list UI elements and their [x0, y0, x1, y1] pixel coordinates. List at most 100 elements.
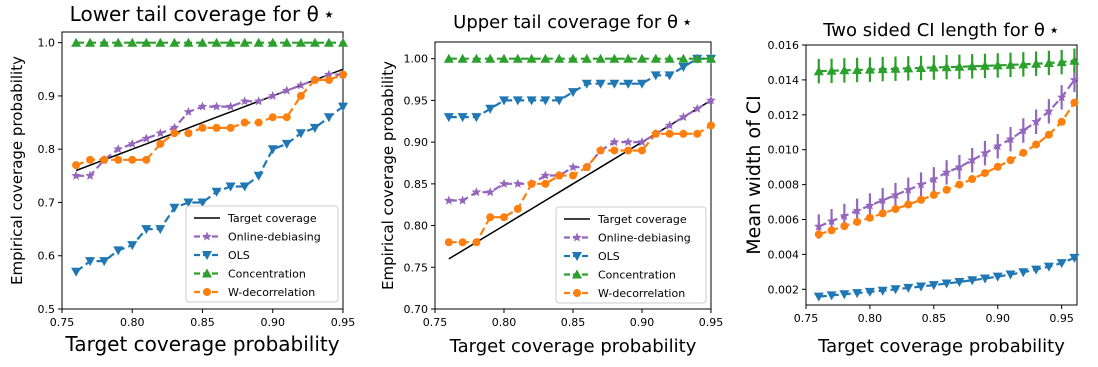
data-point [197, 198, 208, 208]
data-point [916, 282, 926, 292]
data-point [281, 139, 292, 149]
data-point [1032, 140, 1041, 149]
data-point [141, 37, 152, 47]
data-point [852, 65, 863, 74]
data-point [85, 37, 96, 47]
data-point [1043, 58, 1054, 67]
data-point [339, 70, 347, 79]
data-point [904, 200, 913, 209]
data-point [678, 63, 689, 72]
data-point [169, 37, 180, 47]
y-tick-label: 0.8 [38, 143, 56, 156]
x-tick-label: 0.90 [985, 312, 1010, 325]
data-point [198, 123, 207, 132]
series-ols [813, 253, 1080, 302]
data-point [1005, 134, 1016, 144]
legend-marker [572, 252, 582, 261]
data-point [1069, 55, 1080, 65]
data-point [499, 178, 509, 188]
data-point [826, 291, 837, 301]
data-point [170, 129, 179, 138]
series-line-w-decorrelation [75, 73, 344, 167]
data-point [323, 113, 334, 123]
y-axis-label: Mean width of CI [743, 95, 765, 254]
data-point [609, 137, 620, 147]
data-point [582, 163, 591, 172]
data-point [623, 137, 633, 147]
data-point [254, 118, 263, 127]
data-point [71, 170, 81, 180]
data-point [72, 161, 81, 170]
data-point [623, 53, 634, 63]
x-axis-label: Target coverage probability [449, 336, 697, 357]
data-point [665, 129, 674, 138]
data-point [127, 241, 138, 251]
data-point [338, 102, 348, 112]
data-point [852, 289, 863, 299]
legend-box [555, 206, 707, 304]
data-point [183, 37, 194, 47]
data-point [637, 79, 647, 89]
data-point [554, 53, 565, 63]
series-concentration [443, 53, 716, 63]
data-point [513, 178, 523, 188]
legend: Target coverage Online-debiasing OLS Concen… [555, 206, 707, 304]
data-point [929, 174, 939, 184]
legend-label: Online-debiasing [228, 231, 321, 244]
data-point [595, 79, 606, 89]
series-line-online-debiasing [448, 99, 712, 202]
data-point [71, 267, 82, 277]
y-tick-label: 0.002 [768, 283, 800, 296]
data-point [197, 101, 208, 111]
data-point [650, 53, 661, 63]
legend-marker [572, 269, 582, 279]
data-point [1043, 262, 1054, 272]
data-point [993, 162, 1002, 171]
data-point [324, 75, 333, 84]
series-w-decorrelation [72, 70, 347, 170]
data-point [903, 63, 914, 73]
data-point [113, 246, 124, 256]
data-point [839, 290, 850, 300]
data-point [941, 62, 952, 72]
data-point [155, 37, 166, 47]
data-point [471, 53, 482, 63]
data-point [127, 37, 138, 47]
data-point [693, 129, 702, 138]
data-point [282, 85, 292, 95]
data-point [239, 37, 250, 47]
chart-panel-1: Lower tail coverage for θ ⋆ 0.75 0.80 0.85 0… [8, 2, 355, 356]
data-point [840, 222, 849, 231]
x-tick-label: 0.85 [561, 316, 586, 329]
data-point [128, 155, 137, 164]
data-point [240, 118, 249, 127]
data-point [1018, 268, 1029, 278]
chart-panel-3: Two sided CI length for θ ⋆ 0.75 0.80 0.85 0… [743, 20, 1080, 357]
data-point [890, 63, 901, 73]
legend-label: OLS [598, 250, 620, 263]
data-point [471, 113, 482, 123]
y-tick-label: 0.75 [404, 261, 429, 274]
data-point [955, 180, 964, 189]
data-point [100, 155, 109, 164]
data-point [471, 187, 482, 197]
legend-label: Target coverage [597, 213, 687, 226]
data-point [1005, 59, 1016, 69]
y-tick-label: 0.006 [768, 213, 800, 226]
series-concentration [813, 48, 1080, 84]
legend-label: W-decorrelation [228, 286, 315, 299]
data-point [609, 79, 620, 89]
data-point [992, 272, 1003, 282]
data-point [282, 113, 291, 122]
y-tick-label: 0.7 [38, 196, 56, 209]
data-point [568, 88, 578, 98]
y-tick-label: 1.0 [38, 37, 56, 50]
data-point [526, 53, 537, 63]
legend-label: W-decorrelation [598, 287, 685, 300]
x-axis-label: Target coverage probability [817, 336, 1065, 357]
data-point [499, 96, 509, 106]
data-point [1056, 259, 1067, 269]
series-line-ols [818, 256, 1075, 298]
data-point [839, 211, 850, 221]
legend-marker [572, 232, 582, 242]
